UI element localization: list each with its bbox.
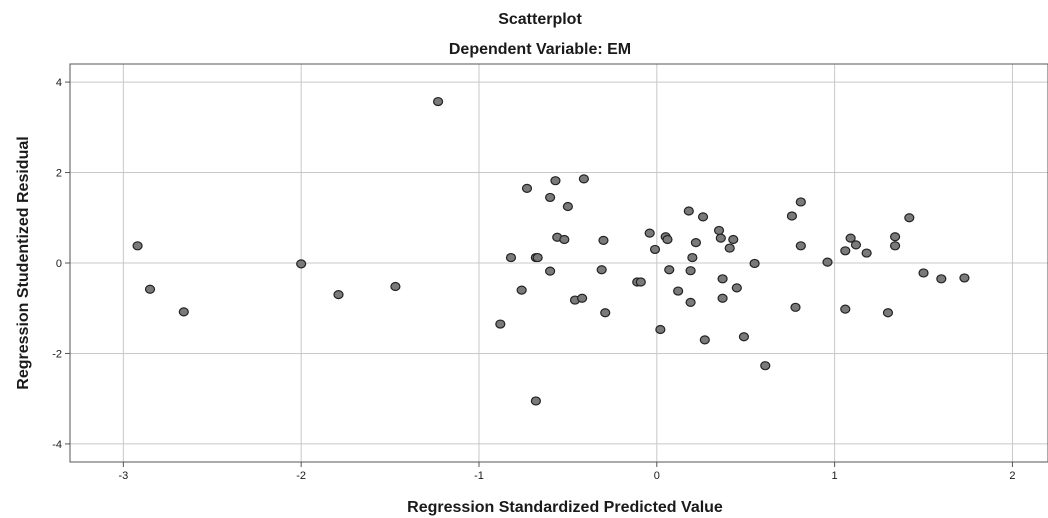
data-point bbox=[959, 273, 970, 283]
data-point bbox=[559, 234, 570, 245]
data-point bbox=[845, 233, 856, 243]
y-axis-label: Regression Studentized Residual bbox=[15, 136, 32, 389]
y-tick-label: -4 bbox=[52, 439, 62, 451]
data-point bbox=[596, 265, 607, 275]
data-point bbox=[545, 266, 556, 276]
data-point bbox=[532, 252, 543, 263]
data-point bbox=[516, 285, 527, 295]
data-point bbox=[685, 297, 696, 307]
data-point bbox=[699, 335, 710, 345]
data-point bbox=[495, 319, 506, 329]
data-point bbox=[690, 238, 702, 248]
data-point bbox=[717, 274, 728, 284]
data-point bbox=[850, 240, 862, 250]
data-point bbox=[728, 234, 739, 245]
data-point bbox=[296, 259, 307, 269]
data-point bbox=[655, 324, 666, 335]
x-tick-label: -2 bbox=[296, 470, 306, 482]
y-tick-label: 0 bbox=[56, 258, 62, 270]
data-point bbox=[760, 361, 771, 371]
data-point bbox=[600, 308, 611, 318]
data-points bbox=[132, 96, 970, 406]
data-point bbox=[715, 233, 726, 243]
data-point bbox=[687, 252, 698, 263]
data-point bbox=[530, 396, 541, 406]
data-point bbox=[577, 293, 588, 303]
data-point bbox=[731, 283, 742, 293]
x-tick-label: -3 bbox=[118, 470, 128, 482]
data-point bbox=[685, 266, 696, 276]
data-point bbox=[635, 277, 646, 287]
data-point bbox=[649, 244, 661, 255]
data-point bbox=[840, 304, 851, 314]
data-point bbox=[333, 290, 344, 300]
data-point bbox=[790, 302, 801, 312]
data-point bbox=[144, 284, 156, 294]
data-point bbox=[882, 308, 894, 318]
data-point bbox=[889, 232, 901, 242]
data-point bbox=[644, 228, 655, 238]
data-point bbox=[550, 176, 561, 186]
y-tick-label: 4 bbox=[56, 77, 62, 89]
chart-subtitle: Dependent Variable: EM bbox=[449, 41, 631, 58]
data-point bbox=[717, 293, 728, 303]
data-point bbox=[662, 234, 673, 245]
x-tick-label: -1 bbox=[474, 470, 484, 482]
data-point bbox=[562, 201, 573, 212]
chart-title: Scatterplot bbox=[498, 11, 582, 28]
data-point bbox=[178, 307, 189, 317]
data-point bbox=[713, 225, 725, 236]
data-point bbox=[505, 252, 517, 263]
axis-ticks: -3 -2 -1 0 1 2 -4 -2 0 2 4 bbox=[52, 77, 1015, 482]
data-point bbox=[795, 241, 806, 251]
data-point bbox=[840, 246, 851, 256]
x-tick-label: 1 bbox=[832, 470, 838, 482]
data-point bbox=[904, 213, 915, 223]
data-point bbox=[936, 274, 947, 284]
data-point bbox=[795, 197, 806, 207]
data-point bbox=[432, 96, 444, 107]
grid bbox=[70, 64, 1048, 462]
data-point bbox=[578, 174, 589, 184]
data-point bbox=[724, 243, 735, 253]
data-point bbox=[132, 241, 143, 251]
data-point bbox=[861, 248, 872, 258]
x-axis-label: Regression Standardized Predicted Value bbox=[407, 499, 723, 516]
data-point bbox=[749, 258, 760, 269]
data-point bbox=[822, 257, 833, 267]
x-tick-label: 2 bbox=[1009, 470, 1015, 482]
data-point bbox=[664, 265, 675, 275]
data-point bbox=[683, 206, 694, 216]
data-point bbox=[521, 183, 533, 193]
y-tick-label: 2 bbox=[56, 168, 62, 180]
data-point bbox=[786, 211, 798, 221]
data-point bbox=[697, 212, 709, 222]
y-tick-label: -2 bbox=[52, 348, 62, 360]
data-point bbox=[738, 332, 750, 342]
data-point bbox=[598, 235, 609, 245]
x-tick-label: 0 bbox=[654, 470, 660, 482]
data-point bbox=[918, 268, 929, 278]
data-point bbox=[545, 192, 556, 203]
data-point bbox=[673, 286, 684, 296]
data-point bbox=[390, 281, 401, 292]
data-point bbox=[889, 241, 901, 251]
